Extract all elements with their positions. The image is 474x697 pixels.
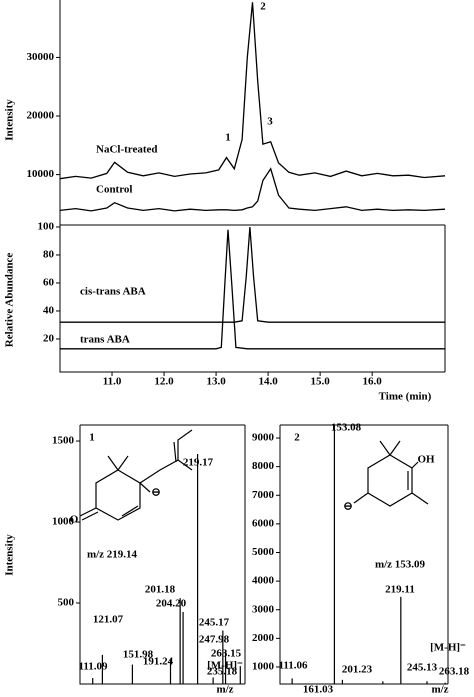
peak-label: 161.03 [303, 684, 334, 696]
annotation: m/z 153.09 [375, 559, 426, 571]
peak-label: 111.09 [78, 661, 108, 673]
series-label: cis-trans ABA [80, 286, 146, 298]
y-tick-label: 30000 [27, 51, 55, 63]
annotation: [M-H]⁻ [430, 642, 466, 654]
y-tick-label: 20000 [27, 110, 55, 122]
annotation: OH [417, 454, 435, 466]
y-tick-label: 1000 [52, 516, 75, 528]
annotation: m/z 219.14 [87, 549, 138, 561]
y-tick-label: 5000 [252, 546, 275, 558]
structure-2 [353, 440, 429, 507]
y-tick-label: 6000 [252, 517, 275, 529]
y-tick-label: 9000 [252, 432, 275, 444]
peak [291, 678, 293, 684]
peak [101, 654, 103, 684]
series-label: trans ABA [80, 334, 130, 346]
y-tick-label: 500 [58, 597, 75, 609]
trace [59, 167, 446, 212]
y-tick-label: 60 [43, 276, 55, 288]
peak-label: 121.07 [93, 614, 124, 626]
y-tick-label: 100 [38, 220, 55, 232]
annotation: ⊖ [343, 501, 352, 513]
annotation: 1 [225, 132, 231, 144]
peak-label: 201.23 [342, 664, 373, 676]
x-tick-label: 16.0 [363, 376, 383, 388]
peak [400, 596, 402, 684]
y-tick-label: 3000 [252, 603, 275, 615]
peak-label: 153.08 [331, 422, 362, 434]
y-axis-label: Intensity [4, 534, 16, 576]
peak [222, 630, 224, 684]
peak-label: 219.17 [183, 457, 214, 469]
annotation: ⊖ [151, 487, 160, 499]
peak [92, 678, 94, 684]
peak-label: 151.98 [123, 649, 154, 661]
peak [182, 611, 184, 684]
peak-label: 219.11 [385, 584, 415, 596]
annotation: 3 [267, 116, 273, 128]
y-tick-label: 20 [43, 332, 55, 344]
y-tick-label: 1500 [52, 435, 75, 447]
annotation: O [70, 514, 79, 526]
y-tick-label: 10000 [27, 168, 55, 180]
x-tick-label: 12.0 [154, 376, 174, 388]
peak-label: 263.15 [211, 648, 242, 660]
axis-frame [59, 225, 446, 373]
peak-label: 245.13 [407, 662, 438, 674]
y-tick-label: 2000 [252, 632, 275, 644]
peak [444, 682, 446, 684]
x-axis-label: m/z [431, 684, 448, 696]
peak [212, 677, 214, 684]
y-tick-label: 80 [43, 248, 55, 260]
series-label: NaCl-treated [96, 144, 158, 156]
peak [239, 666, 241, 684]
trace [59, 2, 446, 180]
peak [426, 681, 428, 684]
peak [333, 425, 336, 684]
axis-frame [79, 425, 246, 685]
trace [60, 229, 445, 350]
x-tick-label: 14.0 [258, 376, 278, 388]
y-tick-label: 40 [43, 304, 55, 316]
peak-label: 201.18 [145, 584, 176, 596]
x-tick-label: 13.0 [206, 376, 226, 388]
axis-frame [279, 425, 449, 685]
x-axis-label: m/z [216, 684, 233, 696]
y-tick-label: 4000 [252, 575, 275, 587]
x-tick-label: 11.0 [103, 376, 122, 388]
peak-label: 111.06 [278, 660, 308, 672]
x-axis-label: Time (min) [379, 391, 432, 403]
trace [60, 226, 445, 323]
structure-1 [79, 429, 193, 521]
peak-label: 245.17 [199, 617, 230, 629]
peak [341, 679, 344, 684]
peak [169, 659, 172, 684]
y-tick-label: 7000 [252, 489, 275, 501]
peak [179, 598, 181, 684]
peak-label: 191.24 [143, 656, 174, 668]
series-label: Control [96, 184, 132, 196]
annotation: 2 [294, 432, 300, 444]
y-tick-label: 8000 [252, 460, 275, 472]
peak [131, 664, 133, 684]
peak-label: 247.98 [199, 634, 230, 646]
peak-label: 263.18 [439, 666, 470, 678]
annotation: 1 [89, 432, 95, 444]
peak [197, 453, 199, 684]
peak-label: 204.20 [156, 598, 187, 610]
annotation: 2 [260, 1, 266, 13]
peak [382, 681, 384, 684]
y-axis-label: Relative Abundance [4, 253, 16, 348]
y-tick-label: 1000 [252, 661, 275, 673]
x-tick-label: 15.0 [311, 376, 331, 388]
y-axis-label: Intensity [4, 99, 16, 141]
peak [224, 651, 227, 684]
